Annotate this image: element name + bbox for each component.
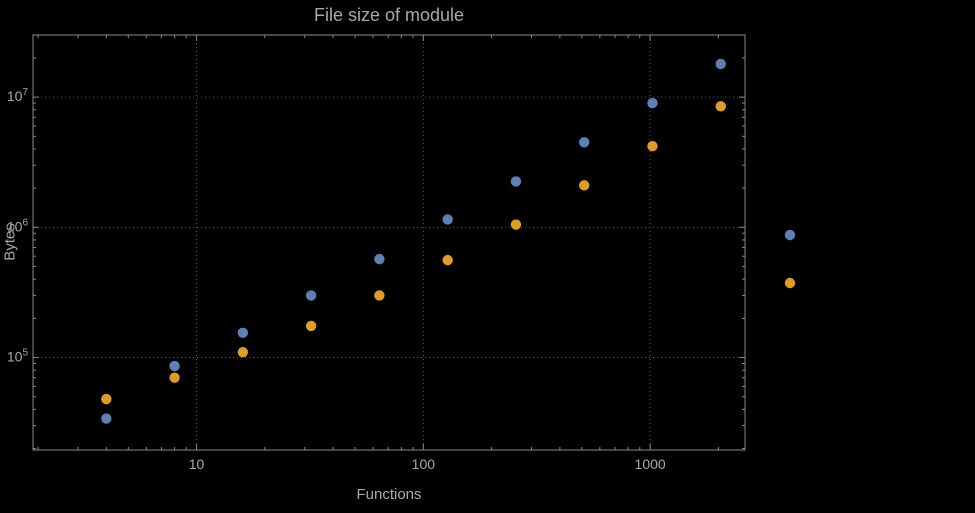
data-point bbox=[442, 214, 453, 225]
y-tick-label: 105 bbox=[7, 348, 29, 365]
data-point bbox=[305, 290, 317, 301]
y-tick-label: 107 bbox=[7, 87, 29, 104]
data-point bbox=[510, 176, 522, 187]
data-point bbox=[579, 180, 590, 191]
data-point bbox=[169, 360, 180, 372]
x-axis-label: Functions bbox=[356, 486, 422, 503]
plot-frame bbox=[32, 34, 746, 451]
data-point bbox=[715, 101, 726, 112]
chart-title: File size of module bbox=[313, 5, 465, 25]
data-point bbox=[647, 97, 658, 109]
data-point bbox=[101, 413, 112, 424]
data-point bbox=[715, 58, 726, 70]
data-point bbox=[510, 219, 522, 230]
data-point bbox=[169, 372, 180, 383]
data-point bbox=[101, 393, 112, 405]
data-point bbox=[579, 137, 590, 148]
data-point bbox=[374, 253, 385, 265]
y-tick-label: 106 bbox=[7, 217, 29, 234]
legend-marker-blue bbox=[784, 229, 796, 241]
data-point bbox=[442, 254, 453, 266]
legend-marker-orange bbox=[784, 277, 796, 289]
data-point bbox=[647, 140, 658, 152]
data-point bbox=[305, 320, 317, 332]
data-point bbox=[374, 290, 385, 301]
x-tick-label: 10 bbox=[189, 456, 205, 472]
x-tick-label: 100 bbox=[412, 456, 436, 472]
data-point bbox=[237, 346, 249, 358]
data-point bbox=[237, 327, 249, 338]
x-tick-label: 1000 bbox=[635, 456, 666, 472]
